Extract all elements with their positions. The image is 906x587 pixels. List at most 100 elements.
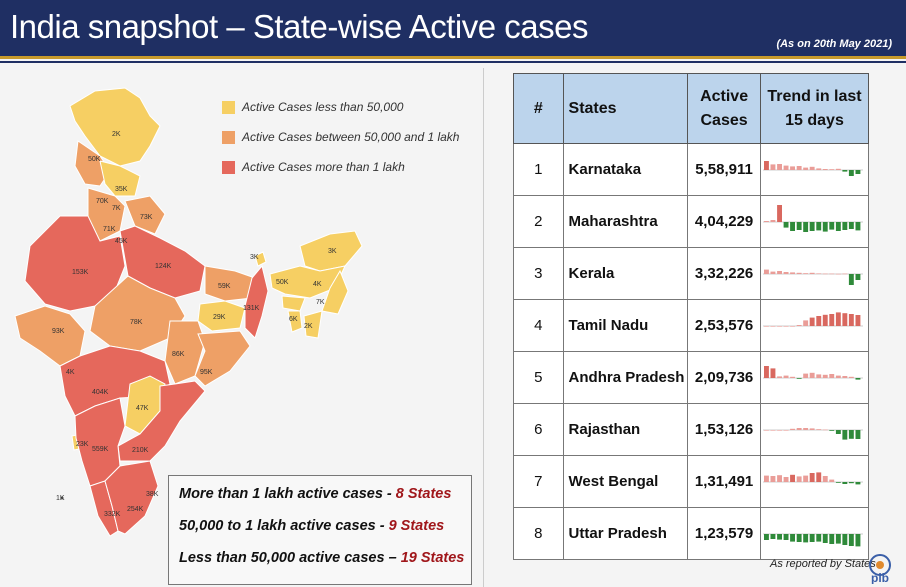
trend-bar [810,166,815,169]
header-state: States [563,74,688,144]
trend-bar [771,476,776,482]
trend-bar [823,222,828,232]
row-cases: 1,23,579 [688,508,761,560]
title-bar: India snapshot – State-wise Active cases… [0,0,906,56]
trend-bar [816,222,821,230]
trend-bar [803,534,808,542]
trend-bar [790,272,795,274]
active-cases-table: # States Active Cases Trend in last 15 d… [513,73,869,560]
trend-sparkbar-chart [761,458,865,506]
trend-bar [771,164,776,170]
map-label-ka: 559K [92,446,109,453]
header-trend: Trend in last 15 days [761,74,869,144]
trend-bar [836,168,841,169]
trend-bar [856,430,861,439]
row-state: Karnataka [563,144,688,196]
row-trend [761,456,869,508]
trend-bar [803,373,808,377]
trend-bar [810,222,815,231]
state-gujarat [15,306,85,366]
trend-bar [856,482,861,484]
trend-bar [810,317,815,325]
map-label-tg: 47K [136,405,149,412]
summary-box: More than 1 lakh active cases - 8 States… [168,475,472,585]
trend-bar [777,376,782,378]
row-trend [761,508,869,560]
trend-bar [829,314,834,326]
trend-sparkbar-chart [761,354,865,402]
map-label-gj: 93K [52,328,65,335]
table-row: 8 Uttar Pradesh 1,23,579 [514,508,869,560]
map-label-dnh: 4K [66,369,75,376]
trend-bar [790,428,795,429]
trend-bar [797,476,802,482]
date-note: (As on 20th May 2021) [776,38,892,50]
trend-bar [797,166,802,170]
trend-bar [842,430,847,440]
trend-bar [803,320,808,326]
row-num: 7 [514,456,564,508]
state-meghalaya [282,296,305,311]
map-label-goa: 23K [76,441,89,448]
table-row: 2 Maharashtra 4,04,229 [514,196,869,248]
map-label-kl: 332K [104,511,121,518]
trend-bar [856,222,861,230]
row-trend [761,404,869,456]
trend-bar [849,274,854,285]
trend-bar [777,475,782,482]
summary-line-low: Less than 50,000 active cases – 19 State… [179,550,471,582]
trend-bar [816,168,821,170]
trend-bar [797,325,802,326]
map-label-up: 124K [155,263,172,270]
trend-bar [836,222,841,231]
map-label-ap: 210K [132,447,149,454]
trend-bar [777,430,782,431]
trend-bar [849,222,854,229]
trend-bar [849,376,854,377]
trend-bar [823,476,828,482]
row-state: Andhra Pradesh [563,352,688,404]
trend-bar [784,272,789,274]
trend-bar [784,222,789,228]
row-state: Kerala [563,248,688,300]
map-label-mh: 404K [92,389,109,396]
trend-bar [842,222,847,230]
trend-bar [803,475,808,481]
trend-bar [764,161,769,170]
trend-bar [829,273,834,274]
legend-swatch-yellow [222,101,235,114]
trend-bar [823,273,828,274]
trend-bar [810,428,815,430]
header-num: # [514,74,564,144]
trend-bar [784,534,789,540]
trend-bar [797,378,802,379]
trend-bar [803,222,808,232]
pib-logo: pib [862,552,898,584]
trend-bar [777,534,782,540]
legend-label: Active Cases more than 1 lakh [242,160,405,174]
trend-sparkbar-chart [761,406,865,454]
trend-bar [842,170,847,172]
table-header-row: # States Active Cases Trend in last 15 d… [514,74,869,144]
trend-bar [856,534,861,546]
trend-bar [823,169,828,170]
row-state: Rajasthan [563,404,688,456]
trend-bar [849,482,854,483]
trend-bar [816,534,821,542]
trend-bar [829,169,834,170]
trend-bar [784,477,789,482]
trend-bar [790,534,795,542]
legend-item-low: Active Cases less than 50,000 [222,92,482,122]
map-label-as: 50K [276,279,289,286]
trend-bar [829,374,834,378]
map-label-ar: 3K [328,248,337,255]
trend-bar [829,479,834,481]
map-label-od: 95K [200,369,213,376]
trend-bar [856,170,861,174]
trend-sparkbar-chart [761,510,865,558]
trend-bar [849,314,854,326]
row-num: 6 [514,404,564,456]
trend-bar [803,428,808,430]
map-label-nl: 7K [316,299,325,306]
map-label-ld: 1K [56,495,65,502]
